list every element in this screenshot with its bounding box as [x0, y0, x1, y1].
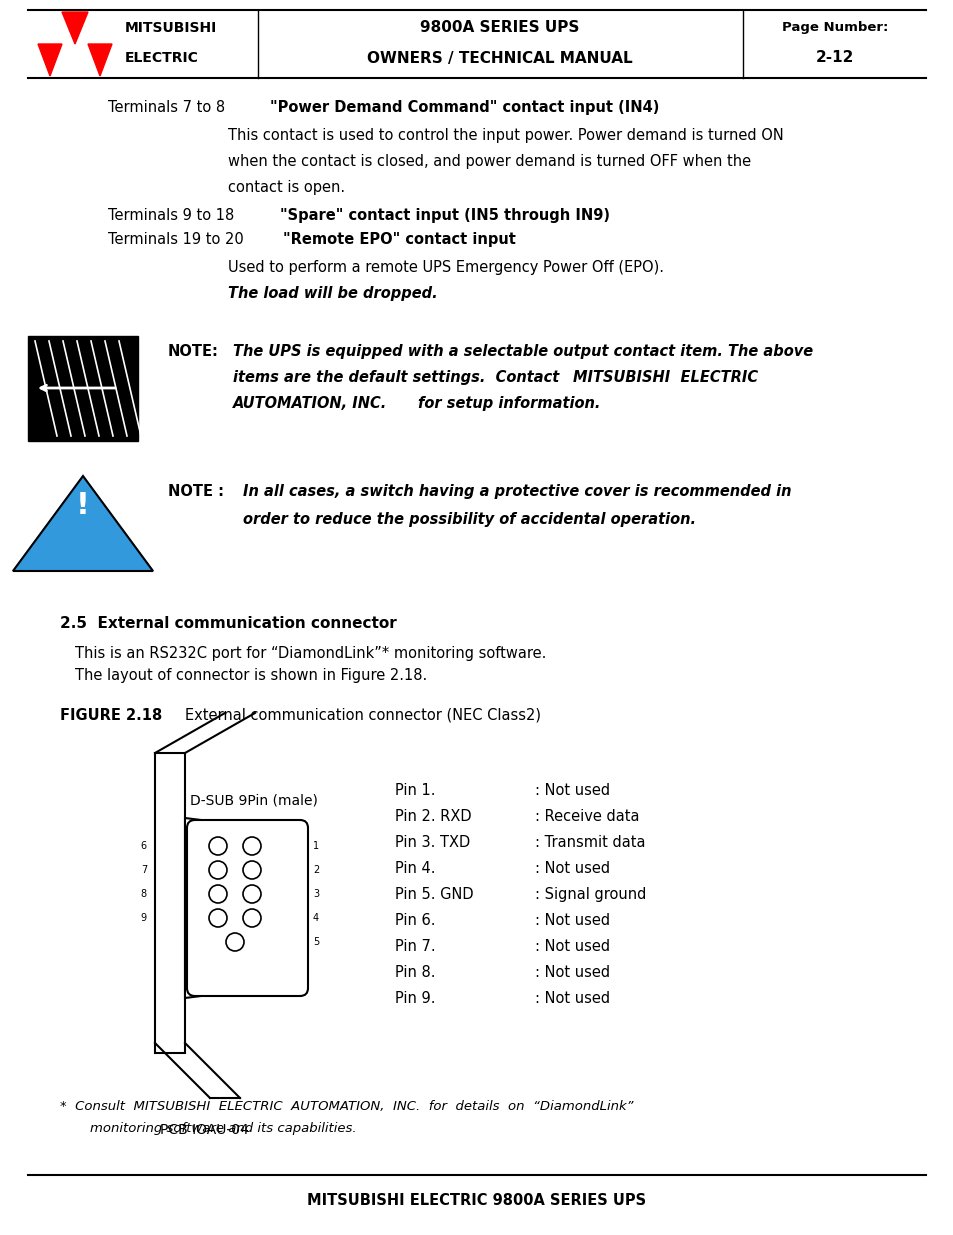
Text: : Signal ground: : Signal ground [535, 887, 646, 902]
Text: Terminals 9 to 18: Terminals 9 to 18 [108, 207, 234, 224]
Text: 8: 8 [141, 889, 147, 899]
Text: AUTOMATION, INC.: AUTOMATION, INC. [233, 396, 387, 411]
Polygon shape [62, 12, 88, 44]
Text: order to reduce the possibility of accidental operation.: order to reduce the possibility of accid… [243, 513, 696, 527]
Text: "Power Demand Command" contact input (IN4): "Power Demand Command" contact input (IN… [270, 100, 659, 115]
Text: NOTE:: NOTE: [168, 345, 218, 359]
Circle shape [243, 837, 261, 855]
Circle shape [209, 861, 227, 879]
Text: : Not used: : Not used [535, 965, 610, 981]
Text: Pin 4.: Pin 4. [395, 861, 435, 876]
Text: The load will be dropped.: The load will be dropped. [228, 287, 437, 301]
Polygon shape [38, 44, 62, 77]
Text: 7: 7 [141, 864, 147, 876]
Text: D-SUB 9Pin (male): D-SUB 9Pin (male) [190, 794, 317, 808]
Text: Pin 3. TXD: Pin 3. TXD [395, 835, 470, 850]
Text: Pin 8.: Pin 8. [395, 965, 435, 981]
Bar [154, 753, 185, 1053]
Text: 4: 4 [313, 913, 319, 923]
Text: MITSUBISHI  ELECTRIC: MITSUBISHI ELECTRIC [573, 370, 758, 385]
Text: 9800A SERIES UPS: 9800A SERIES UPS [420, 21, 579, 36]
Text: !: ! [76, 492, 90, 520]
Text: : Not used: : Not used [535, 939, 610, 953]
Text: In all cases, a switch having a protective cover is recommended in: In all cases, a switch having a protecti… [243, 484, 791, 499]
Text: MITSUBISHI: MITSUBISHI [125, 21, 217, 35]
Text: Terminals 19 to 20: Terminals 19 to 20 [108, 232, 244, 247]
Text: 2.5  External communication connector: 2.5 External communication connector [60, 616, 396, 631]
Text: items are the default settings.  Contact: items are the default settings. Contact [233, 370, 564, 385]
Text: for setup information.: for setup information. [417, 396, 599, 411]
Text: Pin 2. RXD: Pin 2. RXD [395, 809, 471, 824]
Text: : Not used: : Not used [535, 990, 610, 1007]
Text: MITSUBISHI ELECTRIC 9800A SERIES UPS: MITSUBISHI ELECTRIC 9800A SERIES UPS [307, 1193, 646, 1208]
Text: contact is open.: contact is open. [228, 180, 345, 195]
Bar [28, 336, 138, 441]
Text: ELECTRIC: ELECTRIC [125, 51, 198, 65]
Text: Terminals 7 to 8: Terminals 7 to 8 [108, 100, 225, 115]
Polygon shape [185, 818, 305, 998]
Circle shape [226, 932, 244, 951]
Text: 2: 2 [313, 864, 319, 876]
Text: The UPS is equipped with a selectable output contact item. The above: The UPS is equipped with a selectable ou… [233, 345, 812, 359]
Text: Page Number:: Page Number: [781, 21, 887, 35]
Circle shape [209, 885, 227, 903]
Text: 6: 6 [141, 841, 147, 851]
Text: Pin 9.: Pin 9. [395, 990, 435, 1007]
Text: "Remote EPO" contact input: "Remote EPO" contact input [283, 232, 516, 247]
Text: monitoring software and its capabilities.: monitoring software and its capabilities… [90, 1123, 356, 1135]
Text: NOTE :: NOTE : [168, 484, 224, 499]
Text: Pin 1.: Pin 1. [395, 783, 435, 798]
Text: Pin 7.: Pin 7. [395, 939, 436, 953]
FancyBboxPatch shape [187, 820, 308, 995]
Text: Pin 5. GND: Pin 5. GND [395, 887, 473, 902]
Text: "Spare" contact input (IN5 through IN9): "Spare" contact input (IN5 through IN9) [280, 207, 609, 224]
Circle shape [243, 909, 261, 927]
Text: 9: 9 [141, 913, 147, 923]
Text: 1: 1 [313, 841, 319, 851]
Text: : Not used: : Not used [535, 861, 610, 876]
Text: PCB IOAU-04: PCB IOAU-04 [160, 1123, 249, 1137]
Text: : Receive data: : Receive data [535, 809, 639, 824]
Circle shape [209, 909, 227, 927]
Text: *  Consult  MITSUBISHI  ELECTRIC  AUTOMATION,  INC.  for  details  on  “DiamondL: * Consult MITSUBISHI ELECTRIC AUTOMATION… [60, 1100, 636, 1113]
Text: 3: 3 [313, 889, 319, 899]
Text: FIGURE 2.18: FIGURE 2.18 [60, 708, 162, 722]
Text: This is an RS232C port for “DiamondLink”* monitoring software.: This is an RS232C port for “DiamondLink”… [75, 646, 546, 661]
Text: This contact is used to control the input power. Power demand is turned ON: This contact is used to control the inpu… [228, 128, 783, 143]
Text: : Not used: : Not used [535, 913, 610, 927]
Text: External communication connector (NEC Class2): External communication connector (NEC Cl… [185, 708, 540, 722]
Polygon shape [88, 44, 112, 77]
Text: Pin 6.: Pin 6. [395, 913, 435, 927]
Polygon shape [13, 475, 152, 571]
Text: Used to perform a remote UPS Emergency Power Off (EPO).: Used to perform a remote UPS Emergency P… [228, 261, 663, 275]
Circle shape [243, 885, 261, 903]
Text: : Transmit data: : Transmit data [535, 835, 645, 850]
Text: : Not used: : Not used [535, 783, 610, 798]
Text: The layout of connector is shown in Figure 2.18.: The layout of connector is shown in Figu… [75, 668, 427, 683]
Text: 5: 5 [313, 937, 319, 947]
Circle shape [209, 837, 227, 855]
Text: when the contact is closed, and power demand is turned OFF when the: when the contact is closed, and power de… [228, 154, 750, 169]
Text: 2-12: 2-12 [815, 51, 853, 65]
Text: OWNERS / TECHNICAL MANUAL: OWNERS / TECHNICAL MANUAL [367, 51, 632, 65]
Circle shape [243, 861, 261, 879]
